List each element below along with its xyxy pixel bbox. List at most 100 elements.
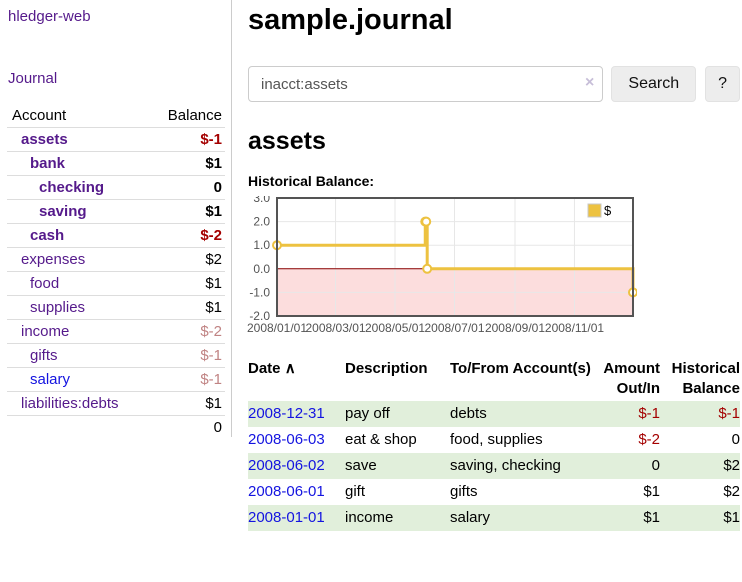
accounts-header-account: Account <box>7 104 147 128</box>
transaction-description: gift <box>345 483 366 500</box>
account-link[interactable]: food <box>30 275 60 292</box>
register-header-accounts: To/From Account(s) <box>450 360 591 377</box>
account-link[interactable]: income <box>21 323 70 340</box>
account-link[interactable]: assets <box>21 131 68 148</box>
transaction-accounts: food, supplies <box>450 431 543 448</box>
transaction-row[interactable]: 2008-06-03 eat & shop food, supplies $-2 0 <box>248 427 740 453</box>
account-link[interactable]: liabilities:debts <box>21 395 119 412</box>
transaction-date-link[interactable]: 2008-06-02 <box>248 457 325 474</box>
search-form: × Search ? <box>248 66 740 102</box>
transaction-accounts: gifts <box>450 483 478 500</box>
register-header-description: Description <box>345 360 428 377</box>
app-title-link[interactable]: hledger-web <box>8 8 91 25</box>
svg-text:-2.0: -2.0 <box>249 309 270 323</box>
clear-search-icon[interactable]: × <box>585 74 595 91</box>
search-input[interactable] <box>248 66 604 102</box>
accounts-total-label <box>7 415 147 439</box>
page-title: sample.journal <box>248 4 453 36</box>
account-balance: $1 <box>146 151 225 176</box>
transaction-accounts: saving, checking <box>450 457 561 474</box>
register-header-balance: Historical Balance <box>671 360 740 397</box>
sort-asc-icon: ∧ <box>284 360 296 377</box>
transaction-balance: $-1 <box>718 405 740 422</box>
transaction-balance: $2 <box>723 457 740 474</box>
account-balance: $-2 <box>146 319 225 344</box>
svg-text:2008/11/01: 2008/11/01 <box>545 321 604 335</box>
account-balance: $1 <box>146 295 225 320</box>
account-row: liabilities:debts $1 <box>7 391 225 416</box>
account-link[interactable]: checking <box>39 179 105 196</box>
transaction-row[interactable]: 2008-06-01 gift gifts $1 $2 <box>248 479 740 505</box>
transaction-description: eat & shop <box>345 431 417 448</box>
account-link[interactable]: expenses <box>21 251 86 268</box>
svg-text:$: $ <box>604 203 612 218</box>
help-button[interactable]: ? <box>705 66 740 102</box>
account-link[interactable]: bank <box>30 155 66 172</box>
account-balance: $1 <box>146 271 225 296</box>
account-row: income $-2 <box>7 319 225 344</box>
account-balance: $-1 <box>146 127 225 152</box>
transaction-description: pay off <box>345 405 390 422</box>
account-row: expenses $2 <box>7 247 225 272</box>
transaction-accounts: salary <box>450 509 491 526</box>
account-balance: $-2 <box>146 223 225 248</box>
account-row: cash $-2 <box>7 223 225 248</box>
account-link[interactable]: saving <box>39 203 87 220</box>
account-balance: $-1 <box>146 367 225 392</box>
nav-journal-link[interactable]: Journal <box>8 70 58 87</box>
account-row: saving $1 <box>7 199 225 224</box>
transaction-accounts: debts <box>450 405 487 422</box>
account-row: food $1 <box>7 271 225 296</box>
accounts-header-balance: Balance <box>146 104 225 128</box>
account-link[interactable]: salary <box>30 371 71 388</box>
account-balance: $1 <box>146 199 225 224</box>
account-row: supplies $1 <box>7 295 225 320</box>
transaction-description: income <box>345 509 394 526</box>
account-balance: 0 <box>146 175 225 200</box>
account-link[interactable]: gifts <box>30 347 58 364</box>
sidebar: hledger-web Journal Account Balance asse… <box>0 0 232 439</box>
transaction-row[interactable]: 2008-06-02 save saving, checking 0 $2 <box>248 453 740 479</box>
account-link[interactable]: cash <box>30 227 65 244</box>
historical-balance-chart: $3.0 2.0 1.0 0.0 -1.0 -2.0 2008/01/01 2008/03/0… <box>247 196 740 342</box>
account-title: assets <box>248 127 326 155</box>
transaction-date-link[interactable]: 2008-01-01 <box>248 509 325 526</box>
register-header-date[interactable]: Date ∧ <box>248 360 296 377</box>
transaction-date-link[interactable]: 2008-06-03 <box>248 431 325 448</box>
svg-text:2008/09/01: 2008/09/01 <box>485 321 545 335</box>
register-header-amount: Amount Out/In <box>603 360 660 397</box>
account-row: checking 0 <box>7 175 225 200</box>
account-row: gifts $-1 <box>7 343 225 368</box>
chart-label: Historical Balance: <box>248 173 375 189</box>
svg-text:2008/05/01: 2008/05/01 <box>365 321 425 335</box>
transaction-amount: $-1 <box>638 405 660 422</box>
account-balance: $2 <box>146 247 225 272</box>
transaction-amount: 0 <box>651 457 660 474</box>
svg-text:2008/03/01: 2008/03/01 <box>305 321 365 335</box>
accounts-table: Account Balance assets $-1 bank $1 checking 0… <box>7 104 225 439</box>
transaction-balance: 0 <box>731 431 740 448</box>
svg-text:3.0: 3.0 <box>253 196 270 205</box>
transaction-amount: $-2 <box>638 431 660 448</box>
svg-text:0.0: 0.0 <box>253 262 270 276</box>
accounts-total-value: 0 <box>146 415 225 439</box>
search-button[interactable]: Search <box>611 66 697 102</box>
account-balance: $1 <box>146 391 225 416</box>
transaction-row[interactable]: 2008-01-01 income salary $1 $1 <box>248 505 740 531</box>
svg-text:-1.0: -1.0 <box>249 285 270 299</box>
account-link[interactable]: supplies <box>30 299 86 316</box>
main-content: sample.journal × Search ? assets Histori… <box>247 0 740 531</box>
register-table: Date ∧ Description To/From Account(s) Am… <box>248 357 740 531</box>
account-row: bank $1 <box>7 151 225 176</box>
transaction-row[interactable]: 2008-12-31 pay off debts $-1 $-1 <box>248 401 740 427</box>
transaction-date-link[interactable]: 2008-12-31 <box>248 405 325 422</box>
account-balance: $-1 <box>146 343 225 368</box>
transaction-date-link[interactable]: 2008-06-01 <box>248 483 325 500</box>
transaction-balance: $2 <box>723 483 740 500</box>
svg-text:2008/07/01: 2008/07/01 <box>424 321 484 335</box>
svg-text:2008/01/01: 2008/01/01 <box>247 321 307 335</box>
transaction-amount: $1 <box>643 483 660 500</box>
transaction-amount: $1 <box>643 509 660 526</box>
account-row: salary $-1 <box>7 367 225 392</box>
account-row: assets $-1 <box>7 127 225 152</box>
